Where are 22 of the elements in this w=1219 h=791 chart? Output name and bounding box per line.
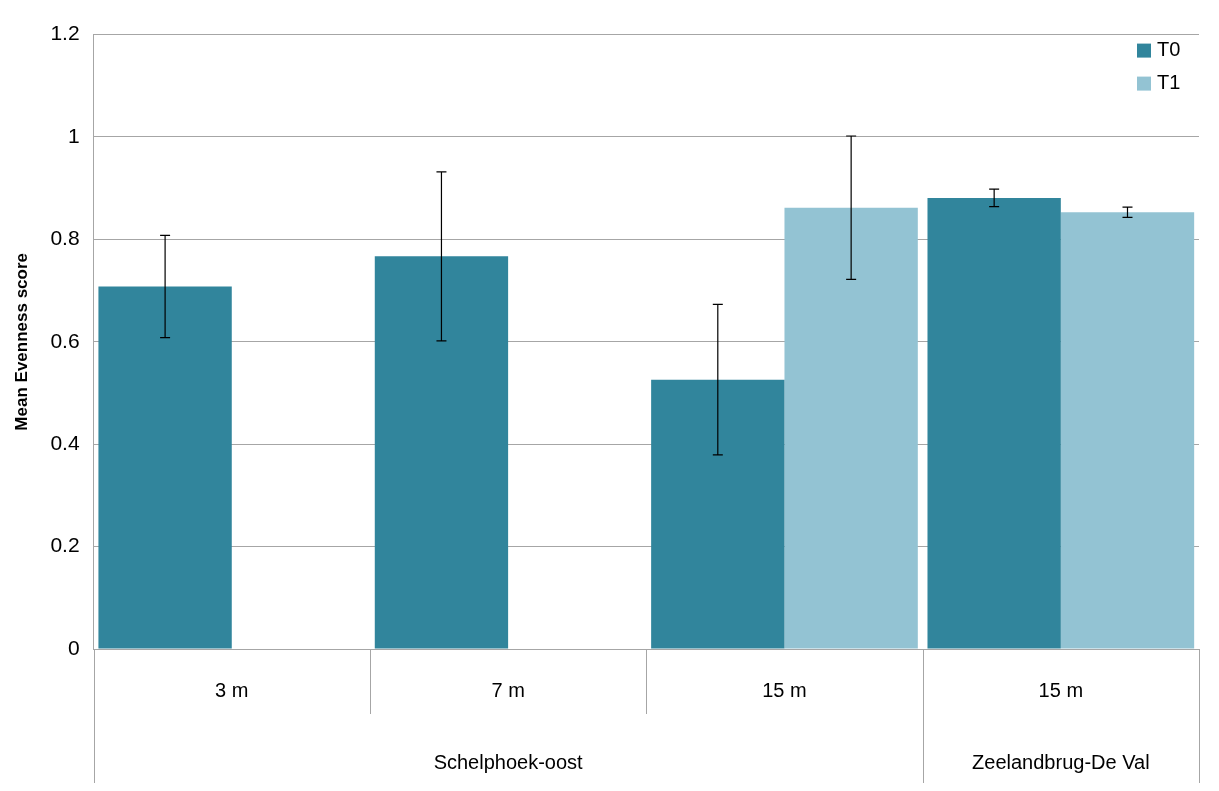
text: Zeelandbrug-De Val	[972, 750, 1150, 773]
x-tick-label: 7 m	[491, 678, 525, 701]
y-tick-label: 0.8	[50, 226, 80, 250]
bar	[1060, 212, 1195, 649]
x-tick-label: 3 m	[215, 678, 249, 701]
legend-label: T1	[1157, 71, 1181, 94]
bar	[784, 207, 918, 649]
y-tick-label: 0.4	[50, 431, 80, 454]
y-axis-title: Mean Evenness score	[11, 252, 31, 431]
legend-label: T0	[1157, 38, 1181, 61]
bar	[651, 379, 785, 649]
bar	[98, 286, 232, 649]
y-tick-label: 1.2	[50, 21, 80, 45]
y-tick-label: 1	[67, 123, 80, 147]
bar	[374, 256, 509, 649]
y-tick-label: 0	[67, 635, 80, 659]
x-tick-label: 15 m	[1038, 678, 1084, 701]
y-tick-label: 0.2	[50, 533, 80, 557]
text: Schelphoek-oost	[433, 750, 584, 773]
x-tick-label: 15 m	[762, 678, 807, 701]
y-tick-label: 0.6	[50, 328, 80, 352]
bar	[927, 197, 1061, 649]
